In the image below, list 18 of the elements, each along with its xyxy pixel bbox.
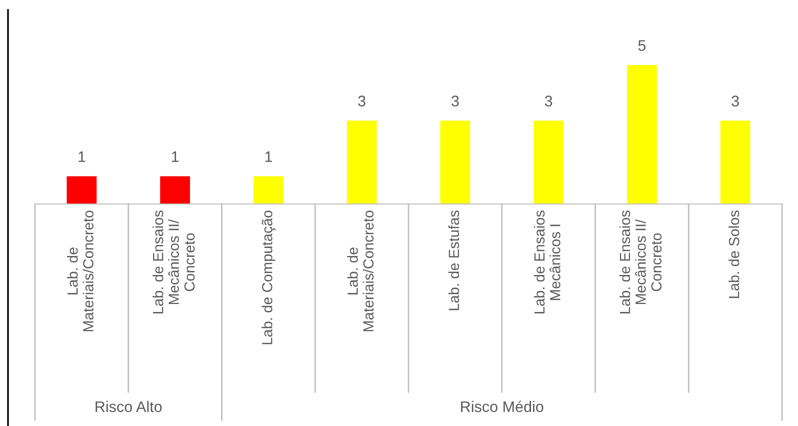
x-tick-label: Lab. de Materiais/Concreto [347, 210, 374, 332]
x-tick-label: Lab. de Ensaios Mecânicos II/ Concreto [152, 210, 195, 314]
x-tick-label: Lab. de Ensaios Mecânicos II/ Concreto [619, 210, 662, 314]
data-label: 3 [544, 96, 552, 106]
text: Risco Médio [461, 400, 544, 412]
data-label: 3 [732, 96, 739, 106]
data-label: 5 [638, 40, 646, 51]
x-tick-label: Lab. de Ensaios Mecânicos I [534, 210, 560, 314]
data-label: 1 [172, 151, 179, 162]
x-tick-label: Lab. de Materiais/Concreto [67, 210, 94, 332]
text: Risco Alto [96, 400, 162, 412]
data-label: 3 [452, 96, 459, 106]
data-label: 3 [358, 96, 366, 106]
data-label: 1 [78, 151, 86, 162]
x-tick-label: Lab. de Solos [728, 210, 740, 298]
x-tick-label: Lab. de Computação [262, 210, 276, 344]
x-tick-label: Lab. de Estufas [448, 210, 460, 310]
data-label: 1 [265, 151, 272, 162]
